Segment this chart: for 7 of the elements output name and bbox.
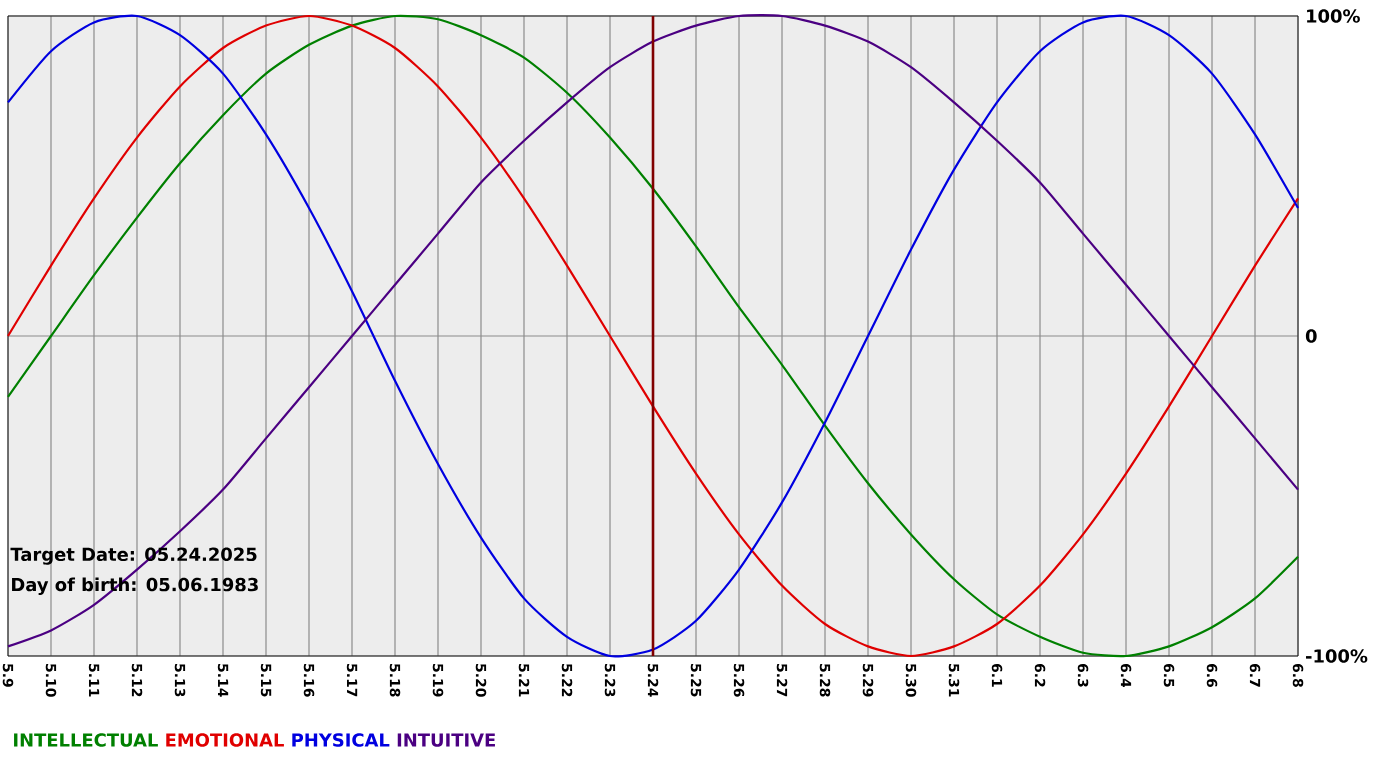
y-tick-label: -100% xyxy=(1306,649,1368,663)
text: PHYSICAL xyxy=(292,733,390,747)
text: INTUITIVE xyxy=(397,733,495,747)
y-tick-label: 100% xyxy=(1307,9,1360,23)
text: EMOTIONAL xyxy=(166,733,284,747)
y-tick-label: 0 xyxy=(1305,329,1317,343)
text: INTELLECTUAL xyxy=(14,733,158,747)
